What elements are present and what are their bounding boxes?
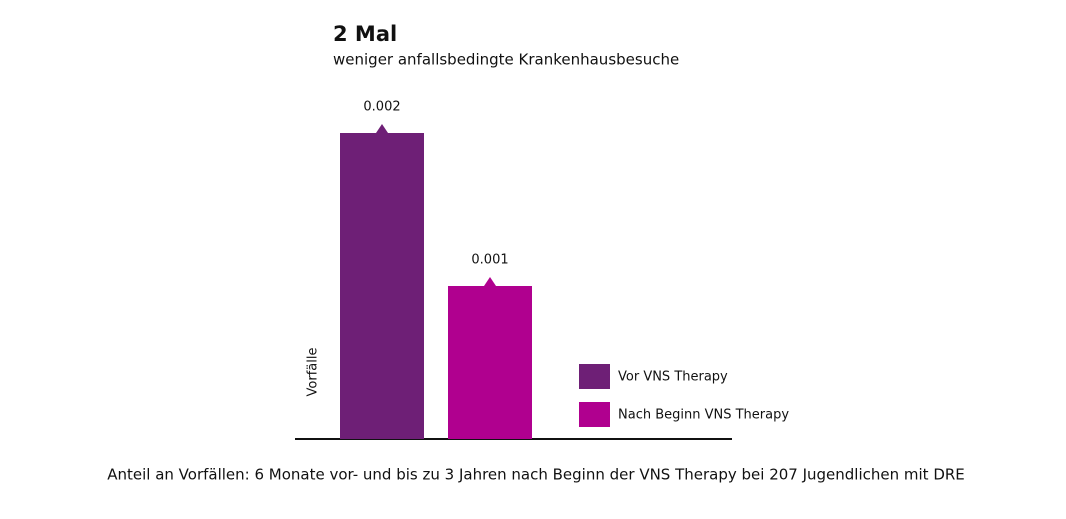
bar [448, 286, 532, 439]
legend-label: Vor VNS Therapy [618, 370, 728, 385]
bar-pointer [376, 124, 388, 133]
legend-swatch [579, 364, 610, 389]
legend-label: Nach Beginn VNS Therapy [618, 408, 789, 423]
y-axis-label: Vorfälle [306, 348, 321, 397]
legend-swatch [579, 402, 610, 427]
bar-pointer [484, 277, 496, 286]
value-label: 0.001 [471, 253, 508, 268]
bar [340, 133, 424, 439]
chart-title: 2 Mal [333, 22, 397, 46]
caption: Anteil an Vorfällen: 6 Monate vor- und b… [107, 466, 965, 484]
value-label: 0.002 [363, 100, 400, 115]
chart-subtitle: weniger anfallsbedingte Krankenhausbesuc… [333, 51, 679, 69]
